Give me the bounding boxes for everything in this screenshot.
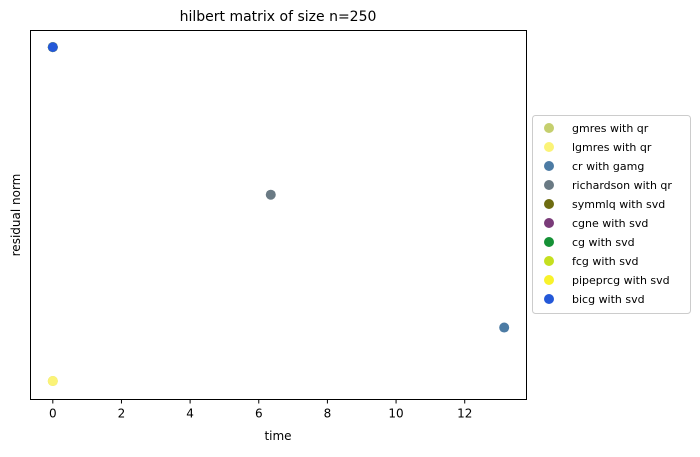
legend-marker bbox=[544, 161, 554, 171]
x-axis: 0 2 4 6 8 10 12 bbox=[49, 399, 472, 421]
legend-label: richardson with qr bbox=[572, 179, 672, 192]
data-point-series-9 bbox=[47, 42, 58, 53]
x-tick-label: 8 bbox=[324, 407, 332, 421]
legend-label: symmlq with svd bbox=[572, 198, 665, 211]
points-layer bbox=[47, 42, 510, 387]
data-point-series-3 bbox=[265, 189, 276, 200]
plot-area bbox=[30, 30, 527, 400]
x-axis-label: time bbox=[264, 429, 291, 443]
legend-label: fcg with svd bbox=[572, 255, 638, 268]
legend-items: gmres with qr lgmres with qr cr with gamg r… bbox=[544, 122, 672, 306]
x-tick-label: 10 bbox=[388, 407, 403, 421]
x-tick-label: 12 bbox=[457, 407, 472, 421]
legend-marker bbox=[544, 256, 554, 266]
legend-label: lgmres with qr bbox=[572, 141, 652, 154]
legend-marker bbox=[544, 237, 554, 247]
x-tick-label: 4 bbox=[186, 407, 194, 421]
legend-label: cr with gamg bbox=[572, 160, 644, 173]
legend-label: cgne with svd bbox=[572, 217, 648, 230]
chart-title: hilbert matrix of size n=250 bbox=[180, 9, 377, 25]
x-tick-label: 6 bbox=[255, 407, 263, 421]
legend-label: bicg with svd bbox=[572, 293, 645, 306]
legend-label: gmres with qr bbox=[572, 122, 649, 135]
legend-label: pipeprcg with svd bbox=[572, 274, 670, 287]
data-point-series-2 bbox=[499, 322, 510, 333]
legend-frame bbox=[532, 115, 691, 314]
y-axis-label: residual norm bbox=[9, 174, 23, 257]
legend-marker bbox=[544, 123, 554, 133]
legend-marker bbox=[544, 199, 554, 209]
legend[interactable]: gmres with qr lgmres with qr cr with gamg r… bbox=[532, 115, 691, 314]
data-point-series-1 bbox=[47, 376, 58, 387]
legend-marker bbox=[544, 294, 554, 304]
legend-marker bbox=[544, 275, 554, 285]
legend-label: cg with svd bbox=[572, 236, 635, 249]
legend-marker bbox=[544, 180, 554, 190]
x-tick-label: 2 bbox=[118, 407, 126, 421]
legend-marker bbox=[544, 142, 554, 152]
legend-marker bbox=[544, 218, 554, 228]
x-tick-label: 0 bbox=[49, 407, 57, 421]
